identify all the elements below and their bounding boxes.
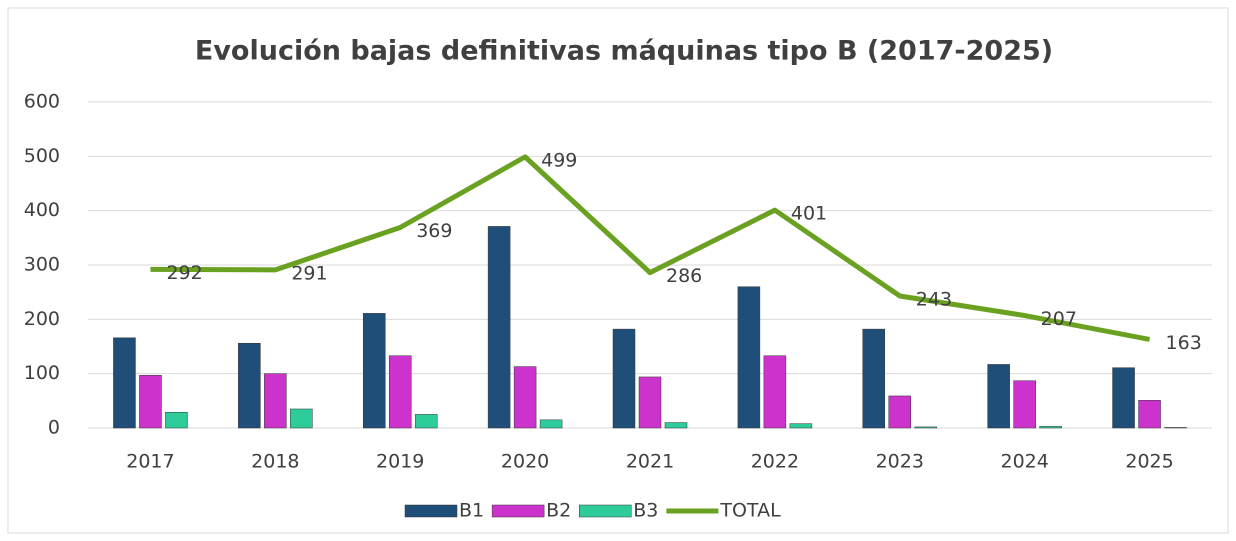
x-tick-label: 2023 xyxy=(876,451,924,473)
y-tick-label: 300 xyxy=(24,254,60,276)
y-tick-label: 200 xyxy=(24,308,60,330)
bar xyxy=(1112,367,1135,429)
data-label: 292 xyxy=(166,262,202,284)
x-tick-label: 2018 xyxy=(251,451,299,473)
data-label: 499 xyxy=(541,149,577,171)
x-tick-label: 2024 xyxy=(1000,451,1048,473)
data-label: 163 xyxy=(1166,332,1202,354)
legend-swatch xyxy=(404,504,458,518)
legend-swatch xyxy=(579,504,632,518)
bar xyxy=(1013,380,1036,429)
y-tick-label: 500 xyxy=(24,145,60,167)
bar xyxy=(513,366,537,429)
data-label: 243 xyxy=(916,288,952,310)
x-tick-label: 2020 xyxy=(501,451,549,473)
x-tick-label: 2021 xyxy=(626,451,674,473)
bar xyxy=(113,337,136,429)
legend-label: B3 xyxy=(633,500,658,522)
y-tick-label: 600 xyxy=(24,91,60,113)
legend-label: TOTAL xyxy=(719,500,781,522)
bar xyxy=(362,313,386,429)
bar xyxy=(388,355,412,429)
x-tick-label: 2019 xyxy=(376,451,424,473)
x-tick-label: 2022 xyxy=(751,451,799,473)
y-tick-label: 0 xyxy=(48,417,60,439)
bar xyxy=(862,328,886,429)
bar xyxy=(539,419,563,429)
bar xyxy=(789,423,813,429)
y-tick-label: 100 xyxy=(24,362,60,384)
bar xyxy=(612,328,636,429)
bar xyxy=(414,414,438,429)
bar xyxy=(914,426,938,429)
bar xyxy=(165,411,188,429)
bar xyxy=(290,408,313,429)
data-label: 401 xyxy=(791,203,827,225)
bar xyxy=(638,376,662,429)
bar xyxy=(139,375,162,429)
bar xyxy=(888,395,912,429)
bar xyxy=(264,373,287,429)
legend-label: B1 xyxy=(459,500,484,522)
data-label: 369 xyxy=(416,220,452,242)
legend-swatch xyxy=(491,504,545,518)
bar xyxy=(487,226,511,429)
x-tick-label: 2025 xyxy=(1125,451,1173,473)
x-tick-label: 2017 xyxy=(126,451,174,473)
chart-title: Evolución bajas definitivas máquinas tip… xyxy=(195,36,1053,67)
data-label: 207 xyxy=(1041,308,1077,330)
data-label: 286 xyxy=(666,265,702,287)
bar xyxy=(1164,427,1187,429)
data-label: 291 xyxy=(291,262,327,284)
bar xyxy=(737,286,761,429)
bar xyxy=(763,355,787,429)
bar xyxy=(664,422,688,429)
bar xyxy=(1039,426,1062,429)
line xyxy=(150,154,1151,342)
bar xyxy=(987,364,1010,429)
legend-label: B2 xyxy=(546,500,571,522)
bar xyxy=(1138,400,1161,429)
bar xyxy=(238,342,261,429)
y-tick-label: 400 xyxy=(24,199,60,221)
